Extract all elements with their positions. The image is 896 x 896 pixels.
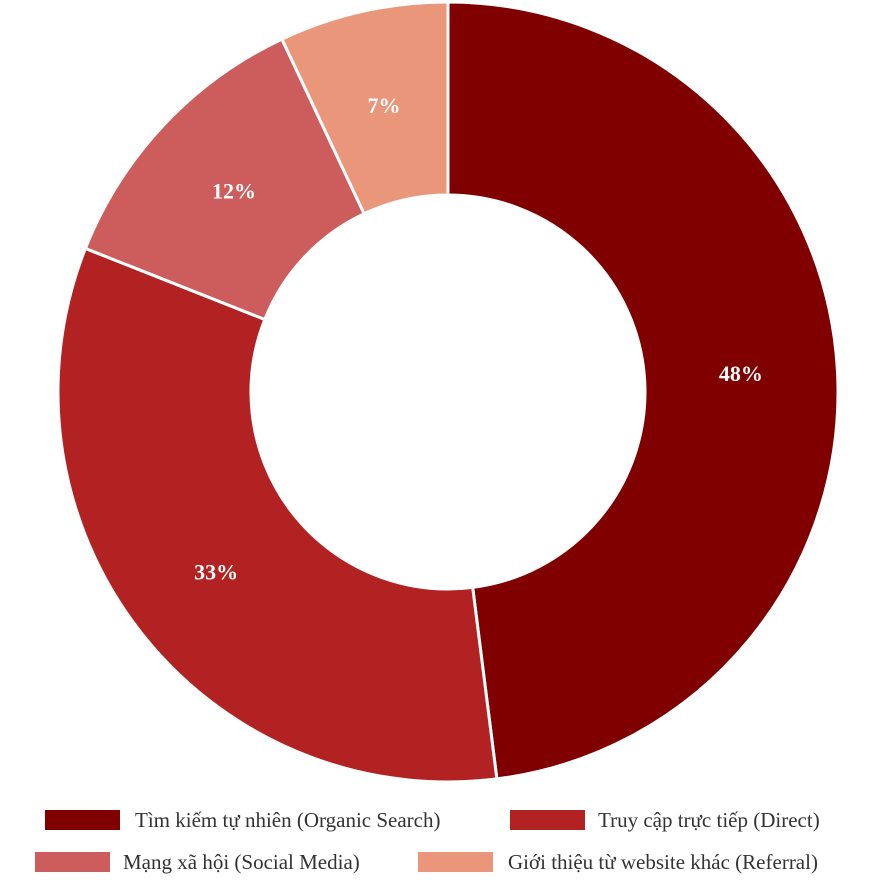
- slice-3: [83, 37, 367, 322]
- slice-label-3: 12%: [212, 179, 256, 204]
- slice-2: [56, 246, 499, 784]
- legend-label-4: Giới thiệu từ website khác (Referral): [508, 850, 818, 874]
- legend: Tìm kiếm tự nhiên (Organic Search) Truy c…: [35, 808, 820, 874]
- labels-group: 48% 33% 12% 7%: [194, 93, 763, 584]
- legend-label-1: Tìm kiếm tự nhiên (Organic Search): [135, 808, 440, 832]
- legend-swatch-2: [510, 810, 585, 830]
- slices-group: [56, 0, 840, 784]
- legend-swatch-4: [418, 852, 493, 872]
- slice-label-1: 48%: [719, 361, 763, 386]
- slice-4: [279, 0, 450, 216]
- legend-label-2: Truy cập trực tiếp (Direct): [598, 808, 820, 832]
- legend-label-3: Mạng xã hội (Social Media): [123, 850, 360, 874]
- slice-label-2: 33%: [194, 559, 238, 584]
- slice-label-4: 7%: [367, 93, 400, 118]
- legend-swatch-3: [35, 852, 110, 872]
- legend-swatch-1: [45, 810, 120, 830]
- slice-1: [446, 0, 840, 781]
